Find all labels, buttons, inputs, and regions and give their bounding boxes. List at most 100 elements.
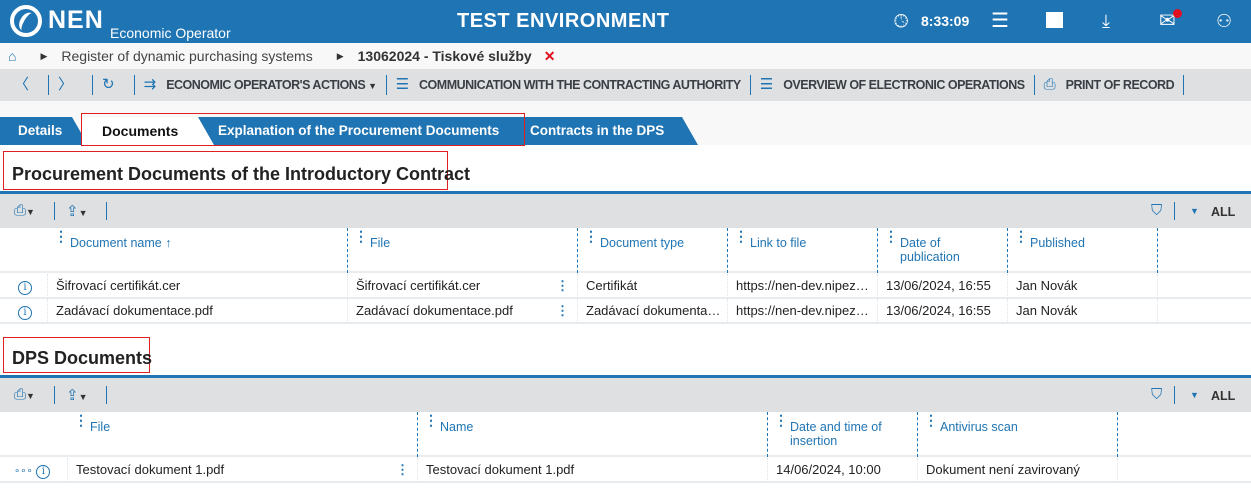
kebab-icon: ⋮ (556, 278, 569, 293)
filter-icon[interactable]: ⛉ (1151, 386, 1163, 403)
column-header-antivirus[interactable]: ⋮ Antivirus scan (918, 412, 1118, 457)
tab-documents[interactable] (82, 117, 214, 145)
caret-down-icon: ▼ (26, 207, 35, 217)
cell-document-name: Šifrovací certifikát.cer (48, 274, 348, 298)
column-header-date[interactable]: ⋮ Date of publication (878, 228, 1008, 273)
breadcrumb-item-register[interactable]: Register of dynamic purchasing systems (61, 48, 313, 64)
app-header: NEN Economic Operator TEST ENVIRONMENT 🕓… (0, 0, 1251, 43)
close-icon[interactable]: ✕ (543, 48, 556, 64)
cell-link[interactable]: https://nen-dev.nipez… (728, 274, 878, 298)
communication-button[interactable]: COMMUNICATION WITH THE CONTRACTING AUTHO… (419, 78, 741, 92)
session-time: 8:33:09 (921, 13, 970, 29)
kebab-icon: ⋮ (396, 462, 409, 477)
tab-contracts-label[interactable]: Contracts in the DPS (530, 123, 665, 138)
cell-date: 14/06/2024, 10:00 (768, 458, 918, 482)
info-icon[interactable]: i (18, 306, 32, 320)
caret-down-icon: ▼ (26, 391, 35, 401)
action-toolbar: 〈 〉 ↻ ⇉ ECONOMIC OPERATOR'S ACTIONS ▼ ☰ … (0, 69, 1251, 101)
column-header-link[interactable]: ⋮ Link to file (728, 228, 878, 273)
tab-explanation[interactable] (198, 117, 528, 145)
overview-button[interactable]: OVERVIEW OF ELECTRONIC OPERATIONS (783, 78, 1025, 92)
cell-file[interactable]: Šifrovací certifikát.cer ⋮ (348, 274, 578, 298)
logo-text: NEN (48, 6, 104, 34)
cell-name: Testovací dokument 1.pdf (418, 458, 768, 482)
more-icon[interactable]: ∘∘∘ (14, 466, 33, 477)
caret-down-icon: ▼ (368, 80, 377, 91)
economic-operator-actions-menu[interactable]: ECONOMIC OPERATOR'S ACTIONS ▼ (166, 69, 377, 101)
caret-down-icon[interactable]: ▼ (1190, 206, 1199, 216)
section-title: Procurement Documents of the Introductor… (12, 164, 471, 184)
cell-document-name: Zadávací dokumentace.pdf (48, 299, 348, 323)
grid-toolbar: ⎙▼ ⇪▼ ⛉ ▼ ALL (0, 378, 1251, 412)
caret-down-icon[interactable]: ▼ (1190, 390, 1199, 400)
document-icon: ☰ (395, 76, 410, 93)
mail-icon[interactable]: ✉ (1159, 10, 1176, 32)
forward-icon[interactable]: 〉 (58, 76, 74, 93)
actions-icon: ⇉ (143, 76, 157, 93)
grid-toolbar: ⎙▼ ⇪▼ ⛉ ▼ ALL (0, 194, 1251, 228)
user-icon[interactable]: ⚇ (1216, 11, 1233, 31)
column-header-file[interactable]: ⋮ File (348, 228, 578, 273)
cell-published: Jan Novák (1008, 274, 1158, 298)
info-icon[interactable]: i (36, 465, 51, 479)
cell-published: Jan Novák (1008, 299, 1158, 323)
print-record-button[interactable]: PRINT OF RECORD (1065, 78, 1175, 92)
table-row[interactable]: i Zadávací dokumentace.pdf Zadávací doku… (0, 299, 1251, 324)
back-icon[interactable]: 〈 (14, 76, 30, 93)
cell-antivirus: Dokument není zavirovaný (918, 458, 1118, 482)
tab-details[interactable] (0, 117, 88, 145)
breadcrumb: ⌂ ▶ Register of dynamic purchasing syste… (0, 43, 1251, 69)
chevron-right-icon: ▶ (336, 51, 344, 61)
caret-down-icon: ▼ (78, 392, 88, 402)
section-title: DPS Documents (12, 348, 153, 368)
logo-subtitle: Economic Operator (110, 25, 231, 41)
column-header-date-insertion[interactable]: ⋮ Date and time of insertion (768, 412, 918, 457)
show-all-button[interactable]: ALL (1211, 389, 1236, 403)
notification-dot (1173, 9, 1182, 18)
tab-documents-label[interactable]: Documents (102, 123, 179, 139)
export-menu[interactable]: ⇪▼ (66, 203, 88, 220)
caret-down-icon: ▼ (78, 208, 88, 218)
kebab-icon: ⋮ (556, 303, 569, 318)
cell-link[interactable]: https://nen-dev.nipez… (728, 299, 878, 323)
tab-contracts[interactable] (512, 117, 698, 145)
show-all-button[interactable]: ALL (1211, 205, 1236, 219)
print-menu[interactable]: ⎙▼ (14, 202, 35, 219)
column-header-file[interactable]: ⋮ File (68, 412, 418, 457)
table-row[interactable]: ∘∘∘ i Testovací dokument 1.pdf ⋮ Testovac… (0, 458, 1251, 483)
table-header: ⋮ Document name ↑ ⋮ File ⋮ Document type ⋮ L… (0, 228, 1251, 273)
refresh-icon[interactable]: ↻ (102, 76, 115, 93)
column-header-document-type[interactable]: ⋮ Document type (578, 228, 728, 273)
document-icon: ☰ (759, 76, 774, 93)
column-header-name[interactable]: ⋮ Name (418, 412, 768, 457)
cell-date: 13/06/2024, 16:55 (878, 299, 1008, 323)
environment-title: TEST ENVIRONMENT (457, 10, 670, 32)
inbox-download-icon[interactable]: ⤓ (1102, 11, 1110, 31)
clock-icon: 🕓︎ (894, 11, 909, 31)
highlight-box (3, 337, 150, 373)
cell-file[interactable]: Testovací dokument 1.pdf ⋮ (68, 458, 418, 482)
breadcrumb-item-current: 13062024 - Tiskové služby (357, 48, 532, 64)
highlight-box (81, 113, 525, 146)
calendar-icon[interactable] (1046, 12, 1063, 28)
print-menu[interactable]: ⎙▼ (14, 386, 35, 403)
highlight-box (3, 151, 448, 190)
column-header-published[interactable]: ⋮ Published (1008, 228, 1158, 273)
tab-details-label[interactable]: Details (18, 123, 63, 138)
export-menu[interactable]: ⇪▼ (66, 387, 88, 404)
filter-icon[interactable]: ⛉ (1151, 202, 1163, 219)
table-header: ⋮ File ⋮ Name ⋮ Date and time of insertion … (0, 412, 1251, 457)
table-row[interactable]: i Šifrovací certifikát.cer Šifrovací cer… (0, 274, 1251, 299)
column-header-document-name[interactable]: ⋮ Document name ↑ (48, 228, 348, 273)
home-icon[interactable]: ⌂ (8, 48, 17, 64)
cell-document-type: Certifikát (578, 274, 728, 298)
menu-icon[interactable]: ☰ (991, 10, 1009, 32)
chevron-right-icon: ▶ (40, 51, 48, 61)
info-icon[interactable]: i (18, 281, 32, 295)
cell-file[interactable]: Zadávací dokumentace.pdf ⋮ (348, 299, 578, 323)
nen-logo-icon (10, 5, 42, 37)
cell-document-type: Zadávací dokumenta… (578, 299, 728, 323)
actions-label: ECONOMIC OPERATOR'S ACTIONS (166, 77, 366, 92)
cell-date: 13/06/2024, 16:55 (878, 274, 1008, 298)
tab-explanation-label[interactable]: Explanation of the Procurement Documents (218, 123, 500, 138)
